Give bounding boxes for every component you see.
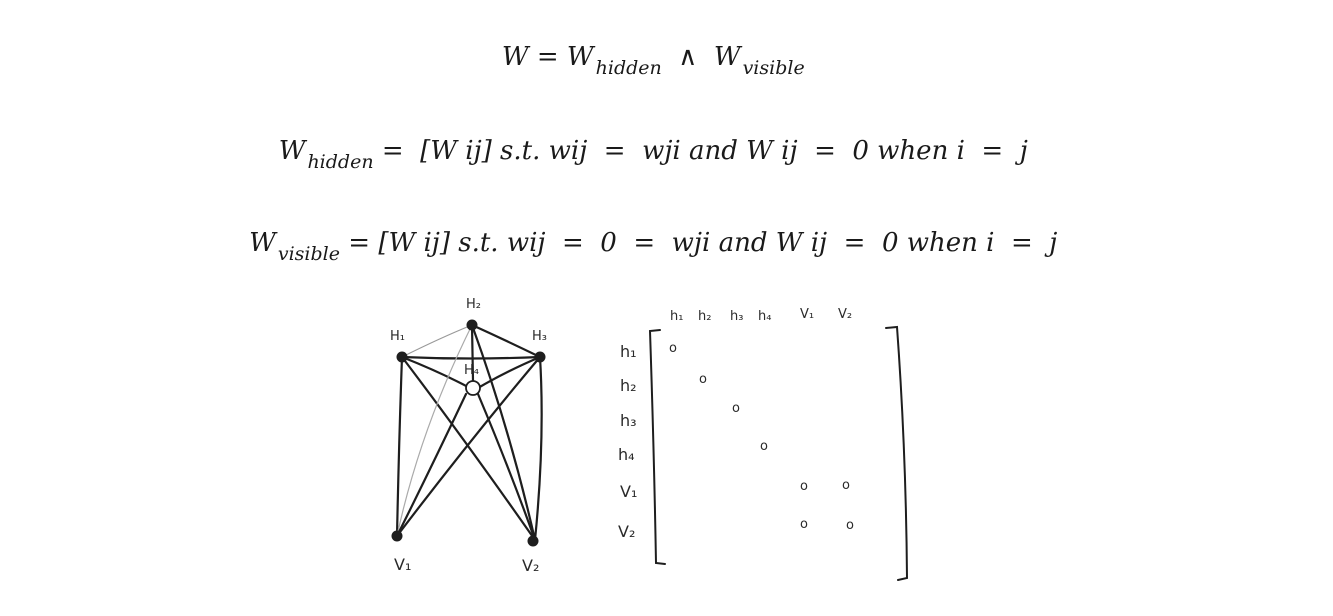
edge-h1-h2 [401, 324, 473, 358]
eq1-rhs-sub: hidden [595, 57, 662, 79]
node-h3 [534, 351, 546, 363]
row-label-v2: V₂ [618, 522, 635, 541]
eq1-term2: W [713, 42, 741, 72]
edge-h2-h3 [470, 323, 542, 359]
matrix-brackets [648, 325, 909, 581]
row-label-v1: V₁ [620, 482, 637, 501]
edge-h2-h4 [470, 323, 475, 383]
eq3-body: = [W ij] s.t. wij = 0 = wji and W ij = 0… [340, 228, 1058, 258]
eq1-term2-sub: visible [742, 57, 805, 79]
label-v1: V₁ [394, 555, 411, 574]
col-label-v1: V₁ [800, 307, 814, 322]
matrix-entry-v2-v2: o [846, 518, 854, 533]
edge-h1-h4 [400, 355, 472, 390]
eq1-operator: ∧ [662, 42, 714, 72]
row-label-h2: h₂ [620, 376, 637, 395]
matrix-entry-v2-v1: o [800, 517, 808, 532]
col-label-v2: V₂ [838, 307, 852, 322]
matrix-entries: o o o o o o o o [669, 341, 854, 533]
row-label-h3: h₃ [620, 411, 637, 430]
label-h3: H₃ [532, 329, 547, 344]
eq1-equals: = [528, 42, 567, 72]
node-h2 [466, 319, 478, 331]
edge-h3-h4 [476, 355, 542, 390]
eq2-body: = [W ij] s.t. wij = wji and W ij = 0 whe… [373, 136, 1028, 166]
node-h4 [465, 380, 481, 396]
matrix-entry-h1-h1: o [669, 341, 677, 356]
node-v1 [391, 530, 403, 542]
node-h1 [396, 351, 408, 363]
col-label-h2: h₂ [698, 309, 711, 324]
label-v2: V₂ [522, 556, 539, 575]
edge-h2-v1 [396, 324, 473, 537]
eq2-lhs: W [278, 136, 306, 166]
col-label-h3: h₃ [730, 309, 743, 324]
edge-h1-v1 [395, 355, 404, 538]
label-h2: H₂ [466, 297, 481, 312]
matrix-entry-v1-v2: o [842, 478, 850, 493]
edge-h1-h3 [400, 355, 542, 360]
matrix-row-headers: h₁ h₂ h₃ h₄ V₁ V₂ [618, 342, 637, 541]
edge-h4-v2 [476, 392, 537, 542]
edge-h2-v2 [470, 323, 537, 542]
edge-h1-v2 [400, 355, 537, 542]
col-label-h1: h₁ [670, 309, 683, 324]
matrix-entry-v1-v1: o [800, 479, 808, 494]
matrix-entry-h2-h2: o [699, 372, 707, 387]
eq3-lhs: W [249, 228, 276, 258]
node-v2 [527, 535, 539, 547]
matrix-right-bracket [885, 325, 909, 581]
eq3-lhs-sub: visible [277, 243, 340, 265]
edge-h3-v2 [533, 355, 543, 542]
eq1-op-symbol: ∧ [678, 42, 698, 72]
matrix-entry-h4-h4: o [760, 439, 768, 454]
col-label-h4: h₄ [758, 309, 771, 324]
edge-h4-v1 [395, 392, 468, 538]
label-h4: H₄ [464, 363, 479, 378]
eq1-lhs: W [501, 42, 529, 72]
eq1-rhs-main: W [566, 42, 594, 72]
row-label-h4: h₄ [618, 445, 635, 464]
matrix-column-headers: h₁ h₂ h₃ h₄ V₁ V₂ [670, 307, 852, 324]
row-label-h1: h₁ [620, 342, 637, 361]
edge-h3-v1 [395, 355, 542, 538]
eq2-lhs-sub: hidden [307, 151, 374, 173]
graph-edges [395, 323, 543, 542]
matrix-entry-h3-h3: o [732, 401, 740, 416]
matrix-left-bracket [648, 329, 666, 565]
label-h1: H₁ [390, 329, 405, 344]
